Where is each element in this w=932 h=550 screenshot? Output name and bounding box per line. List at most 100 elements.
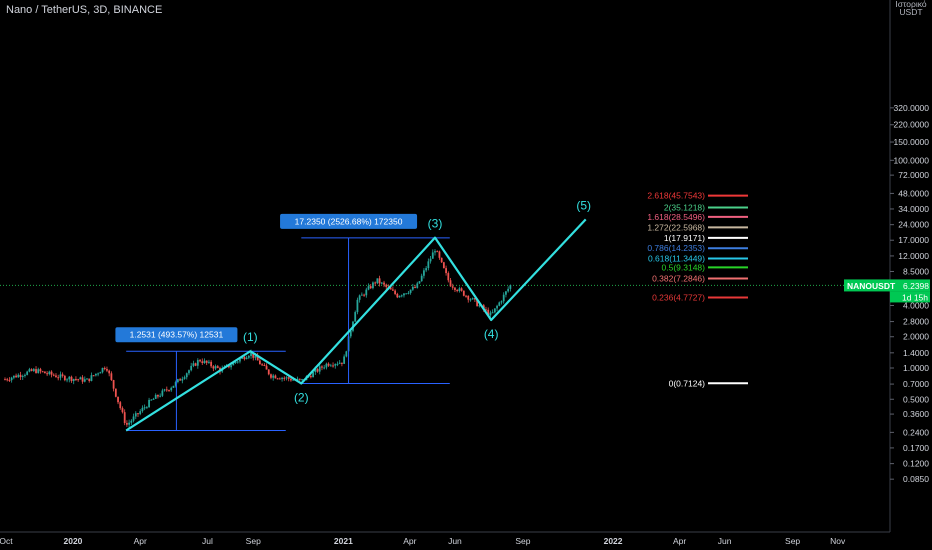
- candle-body: [37, 369, 40, 373]
- candle-body: [398, 295, 401, 298]
- candle-body: [130, 420, 133, 423]
- measure-tools[interactable]: 1.2531 (493.57%) 12531 17.2350 (2526.68%)…: [115, 213, 450, 432]
- candle-body: [396, 293, 399, 298]
- price-tick-label: 220.0000: [894, 120, 930, 130]
- measure-tool-2[interactable]: 17.2350 (2526.68%) 172350: [280, 213, 450, 384]
- candle-body: [316, 369, 319, 372]
- candle-body: [10, 377, 13, 381]
- candle-body: [409, 289, 412, 293]
- candle-body: [487, 309, 490, 316]
- price-tick-label: 48.0000: [898, 188, 929, 198]
- candle-body: [232, 362, 235, 366]
- candle-body: [400, 295, 403, 297]
- price-tick-label: 0.2400: [903, 427, 929, 437]
- candle-body: [168, 390, 170, 392]
- candle-body: [132, 416, 135, 421]
- candle-body: [491, 312, 494, 314]
- candle-body: [278, 378, 281, 380]
- candle-body: [507, 288, 510, 292]
- wave-label-3: (3): [428, 217, 443, 231]
- candle-body: [30, 369, 33, 371]
- candle-body: [245, 357, 248, 360]
- candle-body: [407, 292, 410, 294]
- candle-body: [462, 290, 465, 296]
- price-tick-label: 2.8000: [903, 317, 929, 327]
- time-tick-label: Apr: [403, 536, 416, 546]
- candle-body: [26, 371, 29, 375]
- candle-body: [449, 280, 452, 287]
- candle-body: [12, 375, 15, 378]
- candle-body: [194, 363, 197, 366]
- candle-body: [123, 412, 126, 424]
- candle-body: [394, 290, 397, 294]
- fib-extension[interactable]: 2.618(45.7543)2(35.1218)1.618(28.5496)1.…: [647, 191, 748, 389]
- elliott-wave[interactable]: (1) (2) (3) (4) (5): [125, 198, 591, 432]
- candle-body: [489, 312, 492, 316]
- candle-body: [265, 365, 268, 370]
- candle-body: [429, 258, 432, 262]
- candle-body: [46, 373, 49, 375]
- candle-body: [309, 376, 312, 378]
- candle-body: [75, 378, 77, 380]
- candle-body: [4, 379, 6, 381]
- current-price-tag[interactable]: [844, 279, 930, 292]
- price-tick-label: 24.0000: [898, 220, 929, 230]
- candle-body: [287, 377, 290, 379]
- candle-body: [21, 375, 24, 377]
- fib-level-label: 0.236(4.7727): [652, 293, 705, 303]
- time-axis[interactable]: Oct 2020 Apr Jul Sep 2021 Apr Jun Sep 2022 Apr Jun S…: [0, 531, 932, 550]
- candle-body: [148, 399, 150, 408]
- wave-path[interactable]: [125, 218, 587, 432]
- candle-body: [208, 361, 210, 363]
- price-tick-label: 2.0000: [903, 332, 929, 342]
- candle-body: [485, 309, 487, 311]
- time-axis-background: [0, 532, 932, 550]
- candle-body: [447, 273, 450, 281]
- fib-level-label: 0.382(7.2846): [652, 273, 705, 283]
- candle-body: [336, 363, 339, 365]
- measure-label-box: [115, 327, 238, 343]
- candle-body: [471, 298, 474, 300]
- time-tick-label: Apr: [134, 536, 147, 546]
- candle-body: [465, 295, 467, 297]
- candle-body: [28, 369, 31, 372]
- candle-body: [312, 371, 314, 378]
- candle-body: [391, 289, 394, 291]
- candle-body: [230, 365, 232, 368]
- price-tick-label: 12.0000: [898, 251, 929, 261]
- time-tick-label: Apr: [673, 536, 686, 546]
- wave-label-5: (5): [576, 198, 591, 212]
- measure-tool-1[interactable]: 1.2531 (493.57%) 12531: [115, 327, 286, 432]
- candle-body: [438, 251, 441, 258]
- candle-body: [154, 394, 157, 399]
- candle-body: [234, 361, 237, 363]
- candle-body: [70, 376, 73, 382]
- candle-body: [57, 377, 60, 379]
- candle-body: [327, 363, 330, 366]
- candle-body: [416, 283, 419, 288]
- candle-body: [276, 378, 279, 380]
- time-tick-label: 2020: [64, 536, 83, 546]
- price-tick-label: 8.5000: [903, 266, 929, 276]
- candle-body: [270, 374, 272, 378]
- candle-body: [349, 330, 352, 337]
- candle-body: [354, 312, 357, 322]
- candle-body: [442, 262, 445, 269]
- candle-body: [267, 369, 270, 375]
- candle-body: [72, 378, 75, 382]
- candle-body: [498, 302, 501, 306]
- price-tick-label: 320.0000: [894, 103, 930, 113]
- candle-body: [99, 372, 102, 374]
- candle-body: [161, 390, 164, 396]
- candle-body: [176, 379, 179, 383]
- candle-body: [212, 366, 215, 369]
- time-tick-label: Jun: [718, 536, 732, 546]
- candle-body: [252, 352, 255, 358]
- candle-body: [63, 375, 66, 381]
- candle-body: [500, 301, 503, 303]
- candle-body: [436, 251, 439, 253]
- candle-body: [367, 286, 370, 290]
- time-tick-label: Sep: [515, 536, 530, 546]
